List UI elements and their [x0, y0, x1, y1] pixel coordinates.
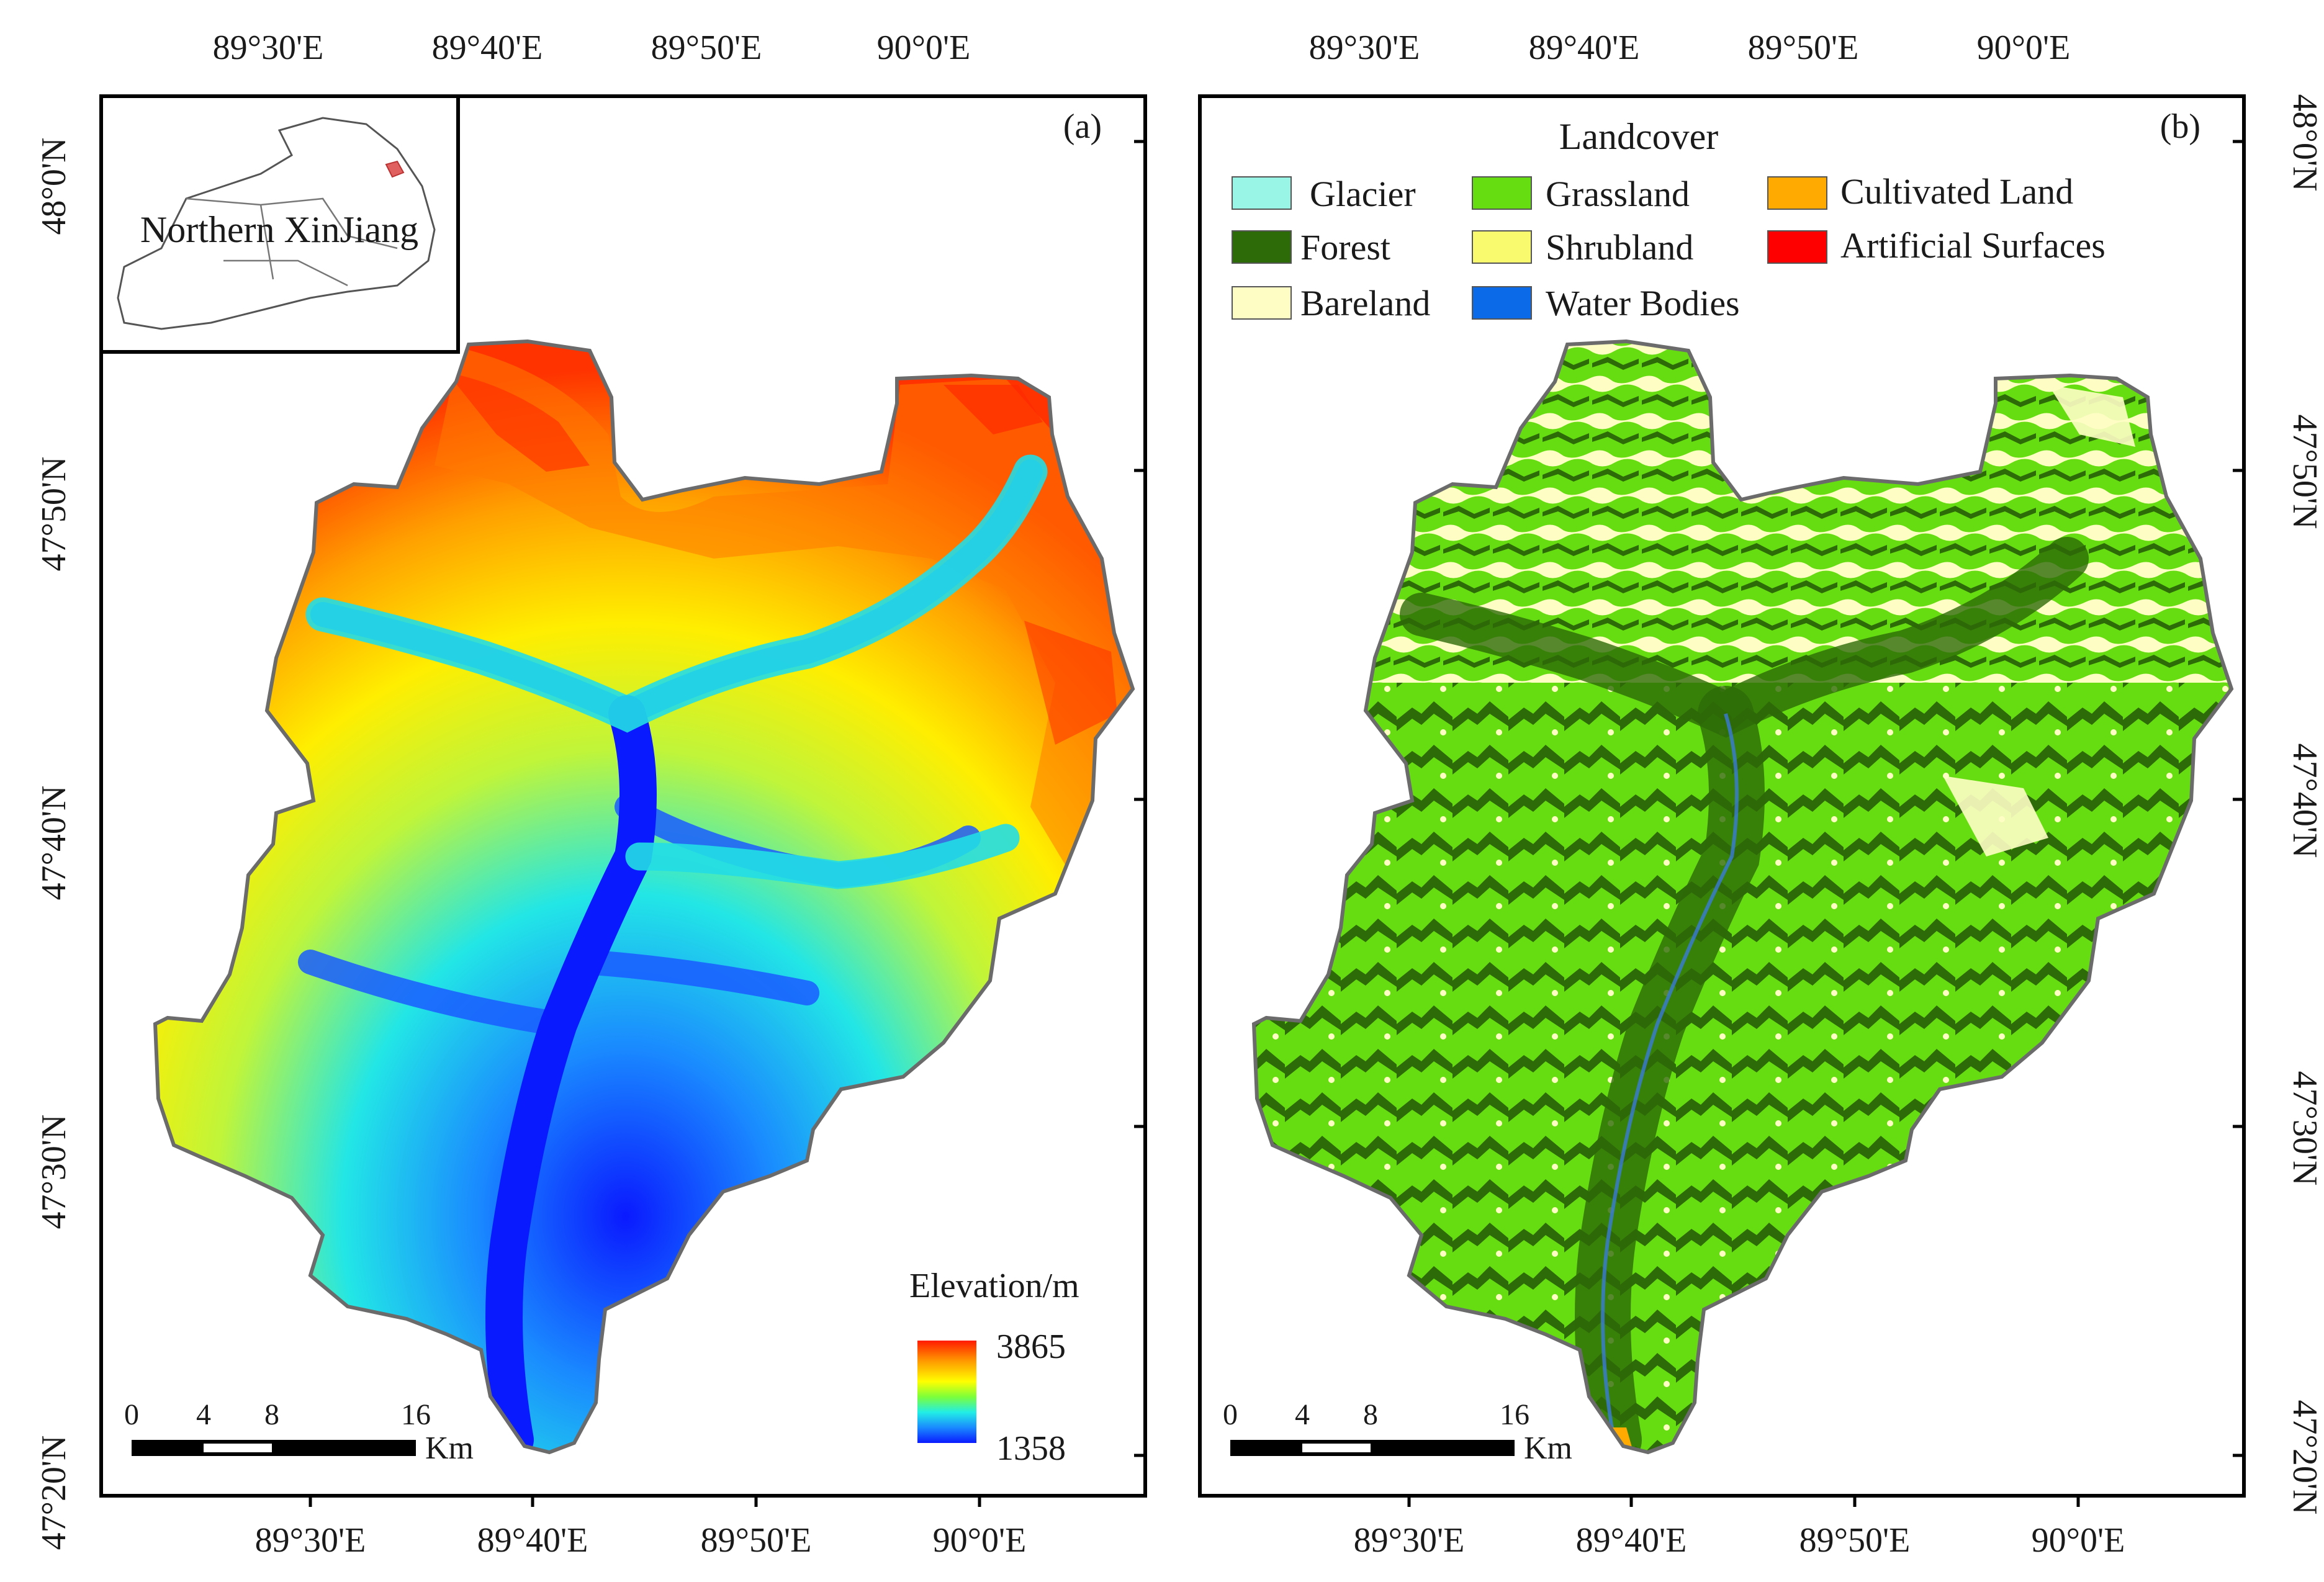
legend-label-glacier: Glacier — [1310, 174, 1416, 214]
scale-b-unit: Km — [1524, 1431, 1572, 1466]
b-bottom-lon-4: 90°0'E — [2032, 1521, 2125, 1560]
scale-a-tick-0: 0 — [124, 1398, 139, 1431]
b-top-lon-2: 89°40'E — [1529, 29, 1640, 67]
elevation-legend: Elevation/m 3865 1358 — [909, 1267, 1079, 1468]
scale-a-unit: Km — [425, 1431, 474, 1466]
a-lat-47-50: 47°50'N — [35, 457, 73, 572]
a-bottom-lon-1: 89°30'E — [255, 1521, 366, 1560]
legend-swatch-artificial-surfaces — [1767, 230, 1827, 264]
a-lat-47-20: 47°20'N — [35, 1436, 73, 1550]
scale-bar-a: 0 4 8 16 Km — [124, 1398, 474, 1466]
legend-label-water-bodies: Water Bodies — [1546, 283, 1740, 323]
panel-b: (b) Landcover Glacier Grassland Cultivat… — [1198, 29, 2324, 1560]
elevation-max-label: 3865 — [996, 1328, 1066, 1366]
legend-label-bareland: Bareland — [1300, 283, 1430, 323]
elevation-colorbar — [917, 1341, 976, 1443]
scale-a-tick-16: 16 — [401, 1398, 431, 1431]
a-top-lon-2: 89°40'E — [432, 29, 543, 67]
legend-swatch-cultivated-land — [1767, 176, 1827, 210]
legend-swatch-shrubland — [1472, 230, 1532, 264]
elevation-min-label: 1358 — [996, 1429, 1066, 1468]
b-top-lon-1: 89°30'E — [1309, 29, 1420, 67]
b-lat-47-40: 47°40'N — [2286, 744, 2324, 858]
scale-b-tick-8: 8 — [1363, 1398, 1378, 1431]
panel-b-right-lat-labels: 48°0'N 47°50'N 47°40'N 47°30'N 47°20'N — [2286, 94, 2324, 1515]
legend-label-cultivated-land: Cultivated Land — [1840, 171, 2073, 212]
b-bottom-lon-2: 89°40'E — [1576, 1521, 1687, 1560]
panel-a-top-lon-labels: 89°30'E 89°40'E 89°50'E 90°0'E — [213, 29, 971, 67]
b-top-lon-3: 89°50'E — [1748, 29, 1859, 67]
a-lat-48-0: 48°0'N — [35, 138, 73, 235]
elevation-legend-title: Elevation/m — [909, 1267, 1079, 1305]
a-top-lon-1: 89°30'E — [213, 29, 324, 67]
legend-swatch-grassland — [1472, 176, 1532, 210]
legend-label-artificial-surfaces: Artificial Surfaces — [1840, 225, 2106, 266]
legend-label-forest: Forest — [1300, 227, 1390, 267]
a-bottom-lon-3: 89°50'E — [701, 1521, 812, 1560]
xinjiang-outline — [117, 117, 436, 330]
inset-frame — [99, 94, 460, 354]
b-lat-47-20: 47°20'N — [2286, 1400, 2324, 1515]
b-bottom-lon-3: 89°50'E — [1799, 1521, 1911, 1560]
landcover-legend-title: Landcover — [1559, 116, 1719, 157]
landcover-legend: Landcover Glacier Grassland Cultivated L… — [1232, 116, 2106, 323]
panel-a: Northern XinJiang (a) Elevation/m 3865 1… — [35, 29, 1147, 1560]
scale-b-tick-0: 0 — [1223, 1398, 1238, 1431]
study-area-marker — [385, 160, 405, 178]
scale-a-tick-4: 4 — [196, 1398, 211, 1431]
b-lat-48-0: 48°0'N — [2286, 94, 2324, 192]
b-lat-47-30: 47°30'N — [2286, 1071, 2324, 1186]
panel-b-top-lon-labels: 89°30'E 89°40'E 89°50'E 90°0'E — [1309, 29, 2071, 67]
panel-a-bottom-lon-labels: 89°30'E 89°40'E 89°50'E 90°0'E — [255, 1521, 1027, 1560]
b-lat-47-50: 47°50'N — [2286, 415, 2324, 529]
a-top-lon-4: 90°0'E — [877, 29, 971, 67]
a-lat-47-40: 47°40'N — [35, 786, 73, 901]
legend-swatch-water-bodies — [1472, 286, 1532, 320]
scale-b-tick-16: 16 — [1500, 1398, 1529, 1431]
panel-b-bottom-lon-labels: 89°30'E 89°40'E 89°50'E 90°0'E — [1354, 1521, 2125, 1560]
panel-a-label: (a) — [1063, 107, 1102, 146]
a-bottom-lon-4: 90°0'E — [933, 1521, 1027, 1560]
legend-swatch-glacier — [1232, 176, 1292, 210]
a-bottom-lon-2: 89°40'E — [477, 1521, 588, 1560]
a-top-lon-3: 89°50'E — [651, 29, 762, 67]
legend-swatch-forest — [1232, 230, 1292, 264]
legend-label-grassland: Grassland — [1546, 174, 1690, 214]
b-bottom-lon-1: 89°30'E — [1354, 1521, 1465, 1560]
elevation-map — [155, 341, 1133, 1452]
panel-a-left-lat-labels: 48°0'N 47°50'N 47°40'N 47°30'N 47°20'N — [35, 138, 73, 1550]
scale-bar-b: 0 4 8 16 Km — [1223, 1398, 1572, 1466]
inset-map: Northern XinJiang — [99, 94, 460, 354]
b-top-lon-4: 90°0'E — [1977, 29, 2071, 67]
scale-a-tick-8: 8 — [264, 1398, 279, 1431]
scale-b-tick-4: 4 — [1295, 1398, 1310, 1431]
a-lat-47-30: 47°30'N — [35, 1115, 73, 1229]
panel-b-label: (b) — [2160, 107, 2200, 146]
legend-swatch-bareland — [1232, 286, 1292, 320]
legend-label-shrubland: Shrubland — [1546, 227, 1693, 267]
inset-label: Northern XinJiang — [140, 209, 418, 250]
